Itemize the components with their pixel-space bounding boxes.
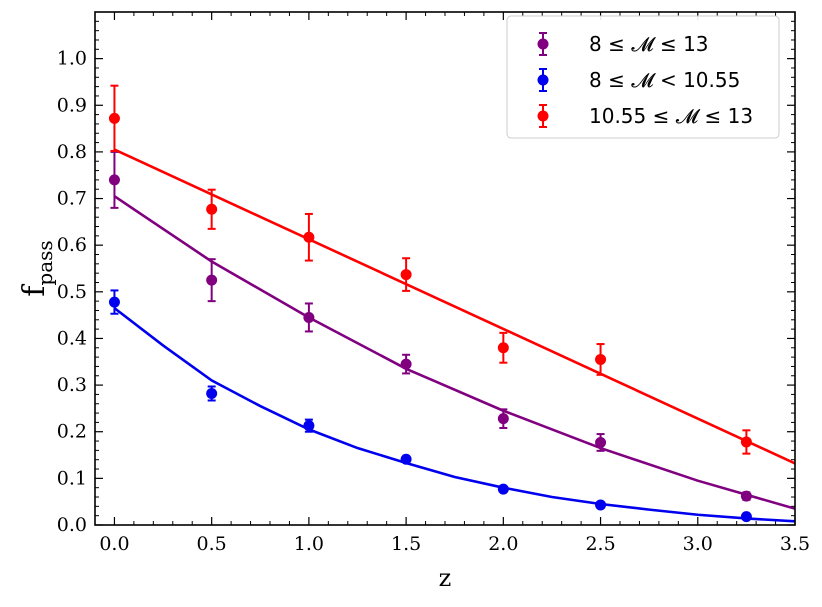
y-tick-label: 0.0 [57, 514, 87, 536]
data-point [303, 311, 315, 323]
fit-line-series-2 [113, 148, 795, 465]
legend-marker [537, 38, 549, 50]
data-point [595, 353, 607, 365]
x-tick-label: 3.5 [780, 533, 810, 555]
data-point [108, 296, 120, 308]
data-point [400, 453, 412, 465]
data-point [595, 499, 607, 511]
fit-line-series-0 [113, 195, 795, 510]
data-point [108, 112, 120, 124]
x-tick-label: 0.0 [99, 533, 129, 555]
fit-line-series-1 [113, 307, 795, 523]
legend-label: 10.55 ≤ 𝓜 ≤ 13 [589, 104, 753, 128]
legend-label: 8 ≤ 𝓜 < 10.55 [589, 68, 740, 92]
x-tick-label: 2.0 [488, 533, 518, 555]
fit-lines [113, 148, 795, 523]
x-tick-label: 1.0 [294, 533, 324, 555]
data-point [400, 358, 412, 370]
legend-box [506, 15, 780, 139]
data-point [497, 413, 509, 425]
x-tick-label: 3.0 [683, 533, 713, 555]
y-tick-label: 0.3 [57, 374, 87, 396]
data-point [303, 420, 315, 432]
data-point [740, 490, 752, 502]
legend-label: 8 ≤ 𝓜 ≤ 13 [589, 32, 709, 56]
x-axis-label: z [439, 564, 452, 592]
data-point [400, 269, 412, 281]
data-point [497, 483, 509, 495]
y-tick-label: 0.9 [57, 94, 87, 116]
x-tick-label: 1.5 [391, 533, 421, 555]
data-point [595, 436, 607, 448]
data-point [303, 231, 315, 243]
y-tick-label: 0.7 [57, 188, 87, 210]
y-axis-label: fpass [17, 240, 57, 296]
data-point [740, 436, 752, 448]
y-tick-label: 0.8 [57, 141, 87, 163]
x-tick-label: 0.5 [197, 533, 227, 555]
y-tick-label: 1.0 [57, 48, 87, 70]
data-point [108, 174, 120, 186]
y-tick-label: 0.4 [57, 327, 87, 349]
data-points [108, 84, 752, 523]
y-tick-label: 0.5 [57, 281, 87, 303]
tick-labels: 0.0 0.5 1.0 1.5 2.0 2.5 3.0 3.5 0.0 0.1 0.2 0.3 0.4 0… [57, 48, 810, 555]
legend-marker [537, 110, 549, 122]
data-point [497, 342, 509, 354]
data-point [206, 203, 218, 215]
y-axis-label-main: f [17, 284, 52, 297]
data-point [740, 511, 752, 523]
x-tick-label: 2.5 [585, 533, 615, 555]
y-tick-label: 0.6 [57, 234, 87, 256]
y-axis-label-subscript: pass [33, 240, 57, 285]
y-tick-label: 0.1 [57, 467, 87, 489]
data-point [206, 274, 218, 286]
plot-frame [94, 11, 796, 526]
data-point [206, 387, 218, 399]
legend-marker [537, 74, 549, 86]
y-tick-label: 0.2 [57, 421, 87, 443]
legend: 8 ≤ 𝓜 ≤ 13 8 ≤ 𝓜 < 10.55 10.55 ≤ 𝓜 ≤ 13 [506, 15, 780, 139]
